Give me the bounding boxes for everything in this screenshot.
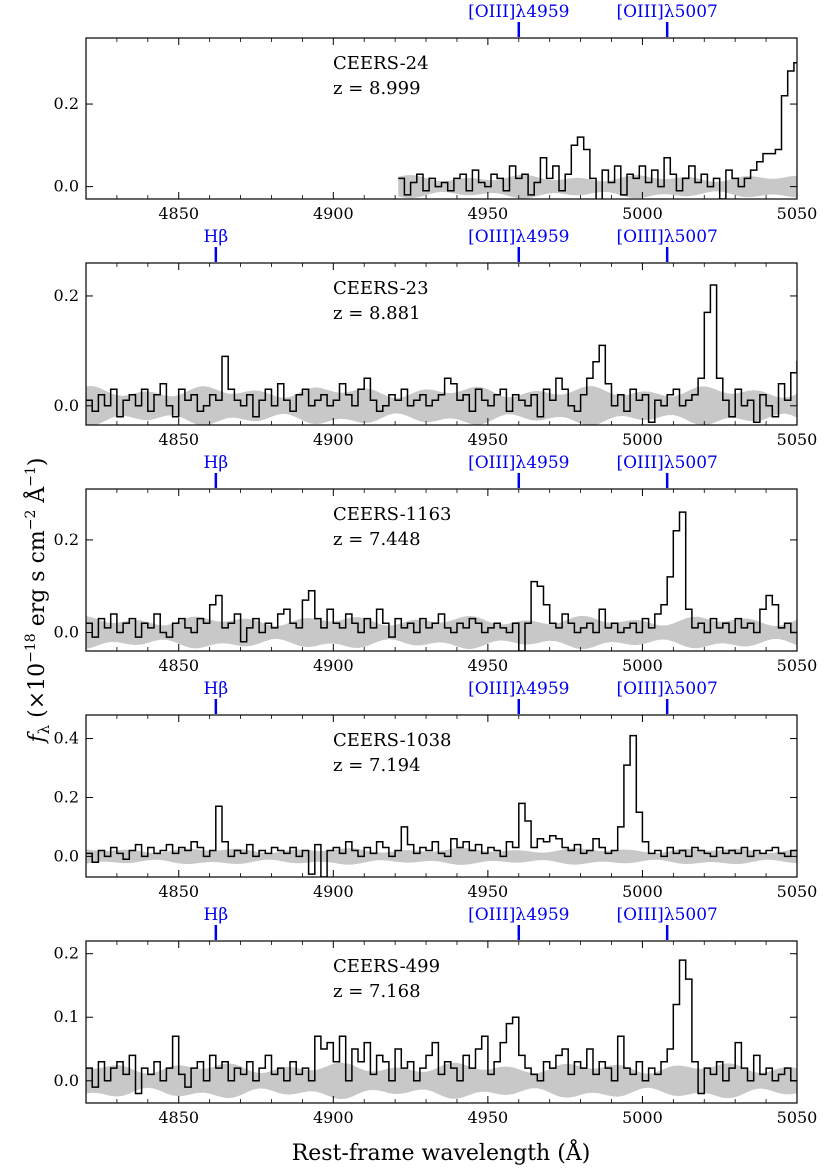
x-tick-label: 5050 xyxy=(777,1108,818,1127)
x-tick-label: 5050 xyxy=(777,882,818,901)
x-tick-label: 4900 xyxy=(313,1108,354,1127)
y-tick-label: 0.2 xyxy=(54,944,79,963)
y-tick-label: 0.0 xyxy=(54,396,79,415)
x-axis-label: Rest-frame wavelength (Å) xyxy=(292,1138,591,1166)
x-tick-label: 4850 xyxy=(158,656,199,675)
x-tick-label: 5050 xyxy=(777,204,818,223)
emission-line-label: [OIII]λ4959 xyxy=(468,453,569,473)
x-tick-label: 4950 xyxy=(468,204,509,223)
x-tick-label: 5050 xyxy=(777,656,818,675)
x-tick-label: 4900 xyxy=(313,656,354,675)
axes-frame xyxy=(85,488,798,652)
object-name: CEERS-1163 xyxy=(333,504,452,525)
x-tick-label: 4850 xyxy=(158,1108,199,1127)
x-tick-label: 5000 xyxy=(622,430,663,449)
x-tick-label: 4850 xyxy=(158,882,199,901)
object-redshift: z = 7.168 xyxy=(333,981,421,1002)
emission-line-label: [OIII]λ5007 xyxy=(616,453,717,473)
object-name: CEERS-1038 xyxy=(333,730,452,751)
panel-ceers-499: 4850 4900 4950 5000 5050 0.0 0.1 0.2 Hβ [OIII]λ49… xyxy=(54,905,818,1127)
x-tick-label: 4950 xyxy=(468,656,509,675)
axes-frame xyxy=(85,262,798,426)
emission-line-label: [OIII]λ4959 xyxy=(468,679,569,699)
y-axis-label: fλ (×10−18 erg s cm−2 Å−1) xyxy=(22,457,53,744)
x-tick-label: 5000 xyxy=(622,882,663,901)
spectrum-line xyxy=(398,62,797,199)
panel-ceers-23: 4850 4900 4950 5000 5050 0.0 0.2 Hβ [OIII]λ4959 [… xyxy=(54,227,818,449)
spectrum-line xyxy=(86,284,797,424)
emission-line-label: [OIII]λ4959 xyxy=(468,2,569,22)
x-tick-label: 5050 xyxy=(777,430,818,449)
plot-area xyxy=(86,734,797,877)
object-redshift: z = 8.881 xyxy=(333,303,421,324)
object-redshift: z = 7.448 xyxy=(333,529,421,550)
emission-line-label: [OIII]λ5007 xyxy=(616,2,717,22)
x-tick-label: 4850 xyxy=(158,204,199,223)
plot-area xyxy=(86,284,797,425)
spectrum-line xyxy=(86,734,797,877)
emission-line-label: [OIII]λ5007 xyxy=(616,905,717,925)
y-tick-label: 0.2 xyxy=(54,530,79,549)
panels-group: 4850 4900 4950 5000 5050 0.0 0.2 [OIII]λ4959 [OI… xyxy=(54,2,818,1127)
emission-line-label: [OIII]λ4959 xyxy=(468,227,569,247)
emission-line-label: Hβ xyxy=(204,905,229,925)
plot-area xyxy=(398,62,797,199)
plot-area xyxy=(86,511,797,651)
object-redshift: z = 7.194 xyxy=(333,755,421,776)
emission-line-label: Hβ xyxy=(204,679,229,699)
axes-frame xyxy=(85,714,798,878)
x-tick-label: 5000 xyxy=(622,204,663,223)
x-tick-label: 5000 xyxy=(622,656,663,675)
panel-ceers-1163: 4850 4900 4950 5000 5050 0.0 0.2 Hβ [OIII]λ4959 [… xyxy=(54,453,818,675)
axes-frame xyxy=(85,37,798,200)
emission-line-label: Hβ xyxy=(204,227,229,247)
error-band xyxy=(86,1062,797,1099)
emission-line-label: Hβ xyxy=(204,453,229,473)
object-name: CEERS-23 xyxy=(333,278,429,299)
emission-line-label: [OIII]λ5007 xyxy=(616,679,717,699)
emission-line-label: [OIII]λ5007 xyxy=(616,227,717,247)
emission-line-label: [OIII]λ4959 xyxy=(468,905,569,925)
y-tick-label: 0.0 xyxy=(54,1071,79,1090)
error-band xyxy=(86,386,797,425)
x-tick-label: 4950 xyxy=(468,1108,509,1127)
object-name: CEERS-24 xyxy=(333,53,429,74)
x-tick-label: 4900 xyxy=(313,204,354,223)
axes-frame xyxy=(85,940,798,1104)
x-tick-label: 4950 xyxy=(468,430,509,449)
x-tick-label: 4900 xyxy=(313,430,354,449)
y-tick-label: 0.2 xyxy=(54,94,79,113)
y-tick-label: 0.0 xyxy=(54,622,79,641)
object-name: CEERS-499 xyxy=(333,956,440,977)
error-band xyxy=(86,615,797,650)
error-band xyxy=(398,174,797,199)
y-tick-label: 0.0 xyxy=(54,177,79,196)
spectrum-line xyxy=(86,511,797,651)
y-tick-label: 0.0 xyxy=(54,846,79,865)
y-tick-label: 0.1 xyxy=(54,1007,79,1026)
plot-area xyxy=(86,959,797,1099)
y-tick-label: 0.4 xyxy=(54,729,79,748)
object-redshift: z = 8.999 xyxy=(333,78,421,99)
y-tick-label: 0.2 xyxy=(54,286,79,305)
panel-ceers-1038: 4850 4900 4950 5000 5050 0.0 0.2 0.4 Hβ [OIII]λ49… xyxy=(54,679,818,901)
panel-ceers-24: 4850 4900 4950 5000 5050 0.0 0.2 [OIII]λ4959 [OI… xyxy=(54,2,818,223)
spectrum-line xyxy=(86,959,797,1095)
error-band xyxy=(86,847,797,865)
x-tick-label: 5000 xyxy=(622,1108,663,1127)
y-tick-label: 0.2 xyxy=(54,787,79,806)
x-tick-label: 4850 xyxy=(158,430,199,449)
x-tick-label: 4900 xyxy=(313,882,354,901)
x-tick-label: 4950 xyxy=(468,882,509,901)
